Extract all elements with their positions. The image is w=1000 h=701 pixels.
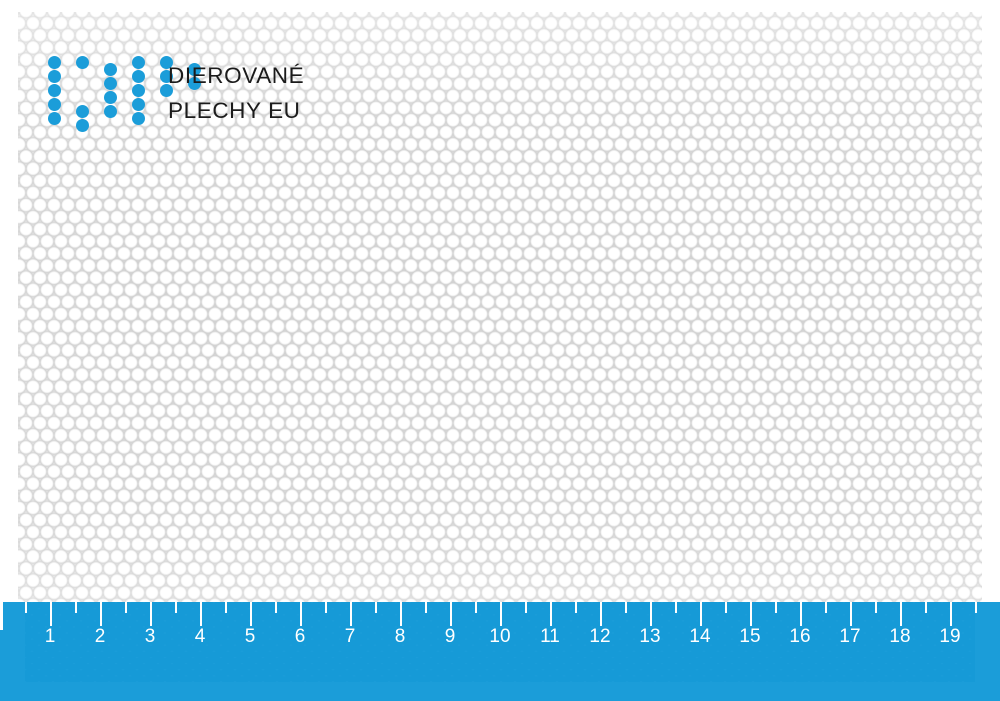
ruler-tick-minor <box>175 602 177 613</box>
ruler-tick-minor <box>375 602 377 613</box>
ruler-tick-label: 17 <box>839 626 861 647</box>
ruler-tick-major <box>750 602 752 626</box>
ruler-tick-label: 13 <box>639 626 661 647</box>
ruler-tick-major <box>150 602 152 626</box>
ruler-tick-minor <box>425 602 427 613</box>
ruler-tick-label: 5 <box>244 626 256 647</box>
ruler-tick-minor <box>475 602 477 613</box>
monogram-dot <box>160 70 173 83</box>
ruler-tick-major <box>600 602 602 626</box>
monogram-dot <box>104 105 117 118</box>
monogram-dot <box>188 63 201 76</box>
brand-logo: DIEROVANÉ PLECHY EU <box>48 56 328 142</box>
ruler-tick-edge <box>0 602 3 630</box>
ruler-tick-major <box>250 602 252 626</box>
ruler-tick-major <box>800 602 802 626</box>
monogram-dot <box>48 98 61 111</box>
ruler-tick-minor <box>325 602 327 613</box>
ruler-tick-major <box>700 602 702 626</box>
ruler-tick-minor <box>825 602 827 613</box>
ruler-tick-major <box>550 602 552 626</box>
ruler-tick-major <box>500 602 502 626</box>
ruler-tick-major <box>350 602 352 626</box>
ruler-tick-minor <box>225 602 227 613</box>
ruler-tick-label: 14 <box>689 626 711 647</box>
ruler-tick-label: 10 <box>489 626 511 647</box>
monogram-dot <box>132 70 145 83</box>
ruler-tick-minor <box>275 602 277 613</box>
monogram-dot <box>48 56 61 69</box>
ruler-tick-major <box>650 602 652 626</box>
ruler-tick-major <box>200 602 202 626</box>
ruler-tick-minor <box>125 602 127 613</box>
monogram-dot <box>48 84 61 97</box>
ruler-tick-minor <box>925 602 927 613</box>
monogram-dot <box>76 56 89 69</box>
ruler-tick-major <box>950 602 952 626</box>
ruler-tick-minor <box>725 602 727 613</box>
ruler-tick-minor <box>775 602 777 613</box>
monogram-dot <box>160 84 173 97</box>
ruler-tick-label: 2 <box>94 626 106 647</box>
ruler-tick-label: 8 <box>394 626 406 647</box>
monogram-dot <box>188 77 201 90</box>
ruler-tick-minor <box>575 602 577 613</box>
perforation-hole-pattern <box>18 12 982 602</box>
monogram-dot <box>76 105 89 118</box>
ruler-tick-minor <box>975 602 977 613</box>
ruler-tick-minor <box>625 602 627 613</box>
ruler-tick-label: 6 <box>294 626 306 647</box>
ruler-tick-major <box>50 602 52 626</box>
ruler-tick-label: 12 <box>589 626 611 647</box>
ruler-tick-major <box>400 602 402 626</box>
ruler-tick-labels: 1 2 3 4 5 6 7 8 9 10 11 12 13 14 15 16 17 18 19 <box>0 602 1000 648</box>
ruler-tick-label: 11 <box>540 626 560 647</box>
monogram-dot <box>48 112 61 125</box>
monogram-dot <box>104 91 117 104</box>
ruler-tick-minor <box>875 602 877 613</box>
wordmark-line-1: DIEROVANÉ <box>168 63 305 88</box>
ruler-tick-label: 7 <box>344 626 356 647</box>
ruler-tick-label: 16 <box>789 626 811 647</box>
ruler-tick-minor <box>525 602 527 613</box>
monogram-dot <box>132 98 145 111</box>
wordmark-line-2: PLECHY EU <box>168 98 301 123</box>
monogram-dot <box>160 56 173 69</box>
ruler-tick-minor <box>75 602 77 613</box>
ruler-tick-label: 19 <box>939 626 961 647</box>
ruler-tick-minor <box>675 602 677 613</box>
ruler-tick-label: 15 <box>739 626 761 647</box>
ruler-tick-major <box>900 602 902 626</box>
ruler-tick-label: 18 <box>889 626 911 647</box>
brand-wordmark: DIEROVANÉ PLECHY EU <box>168 58 338 128</box>
ruler-tick-label: 1 <box>44 626 56 647</box>
ruler-tick-major <box>850 602 852 626</box>
ruler-tick-major <box>450 602 452 626</box>
monogram-dot <box>132 56 145 69</box>
ruler-tick-major <box>100 602 102 626</box>
ruler-tick-label: 3 <box>144 626 156 647</box>
ruler-tick-minor <box>25 602 27 613</box>
monogram-dot <box>48 70 61 83</box>
ruler-tick-marks <box>0 602 1000 648</box>
ruler-tick-label: 9 <box>444 626 456 647</box>
monogram-dot <box>104 63 117 76</box>
monogram-dot <box>104 77 117 90</box>
monogram-dot <box>132 84 145 97</box>
ruler-tick-major <box>300 602 302 626</box>
monogram-dot <box>76 119 89 132</box>
ruler-tick-label: 4 <box>194 626 206 647</box>
monogram-dot <box>132 112 145 125</box>
